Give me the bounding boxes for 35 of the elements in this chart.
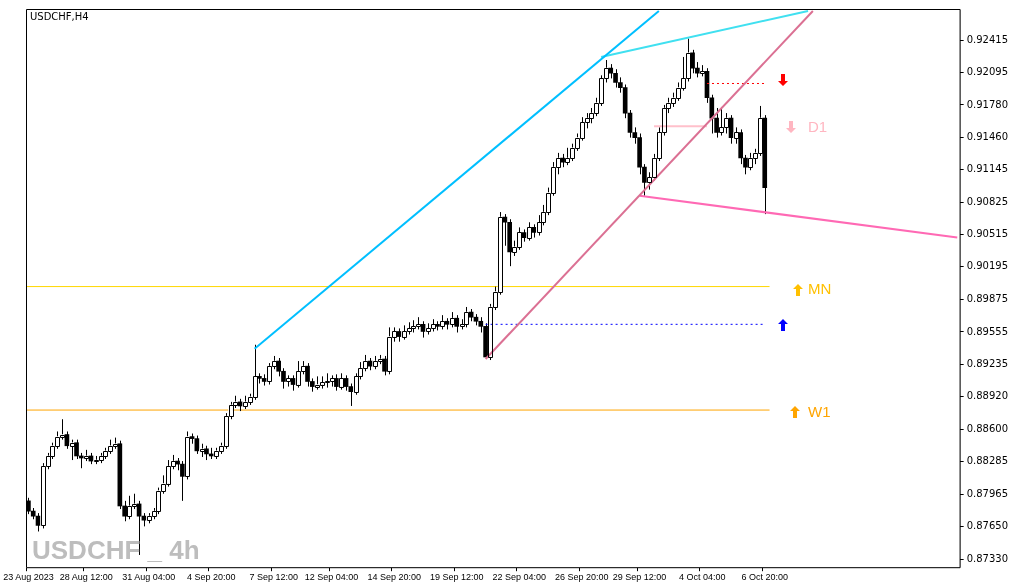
y-tick-label: 0.89235 (966, 358, 1009, 370)
x-tick-label: 4 Oct 04:00 (678, 572, 726, 583)
y-tick-label: 0.91780 (966, 98, 1009, 110)
y-tick-label: 0.90515 (966, 227, 1009, 239)
y-tick-label: 0.91145 (966, 163, 1009, 175)
y-tick-label: 0.92415 (966, 33, 1009, 45)
y-tick-label: 0.87330 (966, 552, 1009, 564)
x-tick-label: 12 Sep 04:00 (304, 572, 359, 583)
y-tick-label: 0.91460 (966, 131, 1009, 143)
x-tick-label: 28 Aug 12:00 (59, 572, 113, 583)
y-tick-label: 0.89555 (966, 325, 1009, 337)
x-tick-label: 4 Sep 20:00 (187, 572, 236, 583)
annotation: W1 (808, 403, 831, 421)
y-tick-label: 0.88600 (966, 423, 1009, 435)
annotation: MN (808, 280, 832, 298)
x-tick-label: 7 Sep 12:00 (249, 572, 299, 583)
chart-title: USDCHF,H4 (30, 10, 89, 22)
y-tick-label: 0.87965 (966, 487, 1009, 499)
y-tick-label: 0.92095 (966, 66, 1009, 78)
x-tick-label: 29 Sep 12:00 (612, 572, 667, 583)
y-tick-label: 0.90195 (966, 260, 1009, 272)
annotation: USDCHF _ 4h (32, 535, 200, 566)
y-tick-label: 0.88285 (966, 455, 1009, 467)
y-tick-label: 0.87650 (966, 519, 1009, 531)
y-tick-label: 0.90825 (966, 195, 1009, 207)
x-tick-label: 6 Oct 20:00 (741, 572, 788, 583)
x-tick-label: 14 Sep 20:00 (367, 572, 421, 583)
x-tick-label: 22 Sep 04:00 (492, 572, 547, 583)
y-tick-label: 0.89875 (966, 292, 1009, 304)
y-tick-label: 0.88920 (966, 390, 1009, 402)
annotation: D1 (808, 118, 828, 136)
x-tick-label: 26 Sep 20:00 (555, 572, 609, 583)
x-tick-label: 19 Sep 12:00 (429, 572, 484, 583)
x-tick-label: 31 Aug 04:00 (122, 572, 176, 583)
x-tick-label: 23 Aug 2023 (3, 572, 54, 583)
